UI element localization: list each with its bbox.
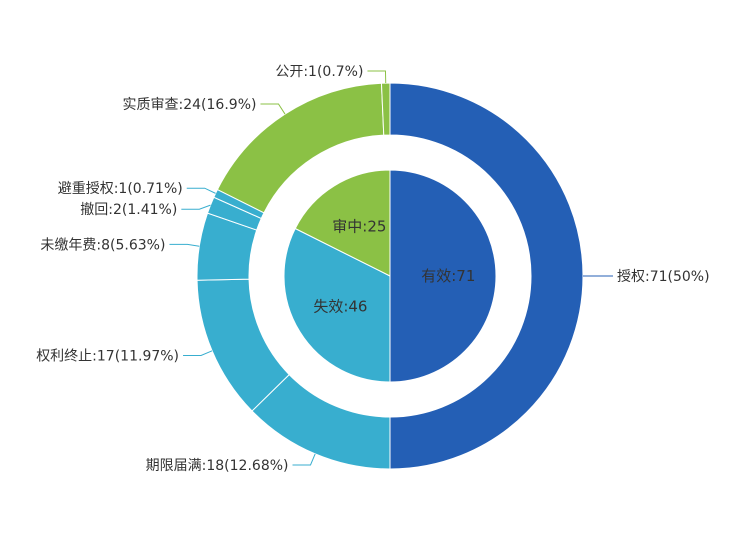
inner-slice-label-3: 审中:25: [332, 217, 386, 235]
inner-slice-label-2: 失效:46: [313, 298, 367, 316]
outer-slice-label-8: 公开:1(0.7%): [275, 64, 363, 80]
leader-line-5: [181, 205, 210, 209]
outer-slice-label-5: 撤回:2(1.41%): [80, 202, 177, 218]
inner-slice-label-1: 有效:71: [421, 267, 475, 285]
outer-slice-label-6: 避重授权:1(0.71%): [58, 181, 183, 197]
leader-line-7: [260, 104, 285, 114]
outer-slice-label-4: 未缴年费:8(5.63%): [40, 237, 165, 253]
outer-slice-label-2: 期限届满:18(12.68%): [146, 458, 289, 474]
leader-line-8: [367, 71, 385, 83]
outer-slice-label-1: 授权:71(50%): [617, 269, 710, 285]
leader-line-2: [293, 454, 316, 465]
outer-slice-label-3: 权利终止:17(11.97%): [36, 348, 179, 364]
outer-slice-label-7: 实质审查:24(16.9%): [123, 97, 257, 113]
leader-line-4: [169, 244, 199, 246]
leader-line-3: [183, 351, 212, 356]
leader-line-6: [187, 188, 216, 193]
